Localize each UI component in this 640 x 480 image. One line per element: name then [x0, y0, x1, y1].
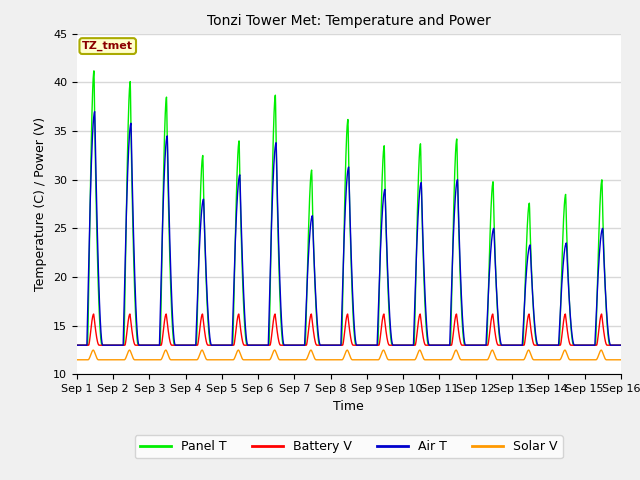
Battery V — [73, 342, 81, 348]
Solar V — [507, 357, 515, 363]
Battery V — [507, 342, 515, 348]
Air T — [91, 108, 99, 114]
Panel T — [569, 341, 577, 347]
Solar V — [90, 347, 97, 353]
Panel T — [507, 342, 515, 348]
Air T — [376, 248, 384, 254]
Panel T — [73, 342, 81, 348]
Panel T — [225, 342, 232, 348]
X-axis label: Time: Time — [333, 400, 364, 413]
Battery V — [584, 342, 592, 348]
Battery V — [365, 342, 372, 348]
Solar V — [376, 353, 384, 359]
Panel T — [584, 342, 592, 348]
Solar V — [73, 357, 81, 363]
Battery V — [225, 342, 232, 348]
Air T — [507, 342, 515, 348]
Solar V — [569, 357, 577, 363]
Solar V — [225, 357, 232, 363]
Line: Battery V: Battery V — [77, 314, 621, 345]
Panel T — [90, 68, 98, 74]
Line: Panel T: Panel T — [77, 71, 621, 345]
Solar V — [365, 357, 372, 363]
Battery V — [90, 311, 97, 317]
Line: Solar V: Solar V — [77, 350, 621, 360]
Panel T — [376, 239, 384, 245]
Title: Tonzi Tower Met: Temperature and Power: Tonzi Tower Met: Temperature and Power — [207, 14, 491, 28]
Air T — [73, 342, 81, 348]
Air T — [225, 342, 232, 348]
Battery V — [376, 333, 384, 339]
Solar V — [617, 357, 625, 363]
Text: TZ_tmet: TZ_tmet — [82, 41, 133, 51]
Panel T — [617, 342, 625, 348]
Line: Air T: Air T — [77, 111, 621, 345]
Legend: Panel T, Battery V, Air T, Solar V: Panel T, Battery V, Air T, Solar V — [135, 435, 563, 458]
Y-axis label: Temperature (C) / Power (V): Temperature (C) / Power (V) — [35, 117, 47, 291]
Air T — [584, 342, 592, 348]
Air T — [569, 338, 577, 344]
Air T — [617, 342, 625, 348]
Battery V — [617, 342, 625, 348]
Solar V — [584, 357, 592, 363]
Panel T — [365, 342, 372, 348]
Air T — [365, 342, 372, 348]
Battery V — [569, 342, 577, 348]
